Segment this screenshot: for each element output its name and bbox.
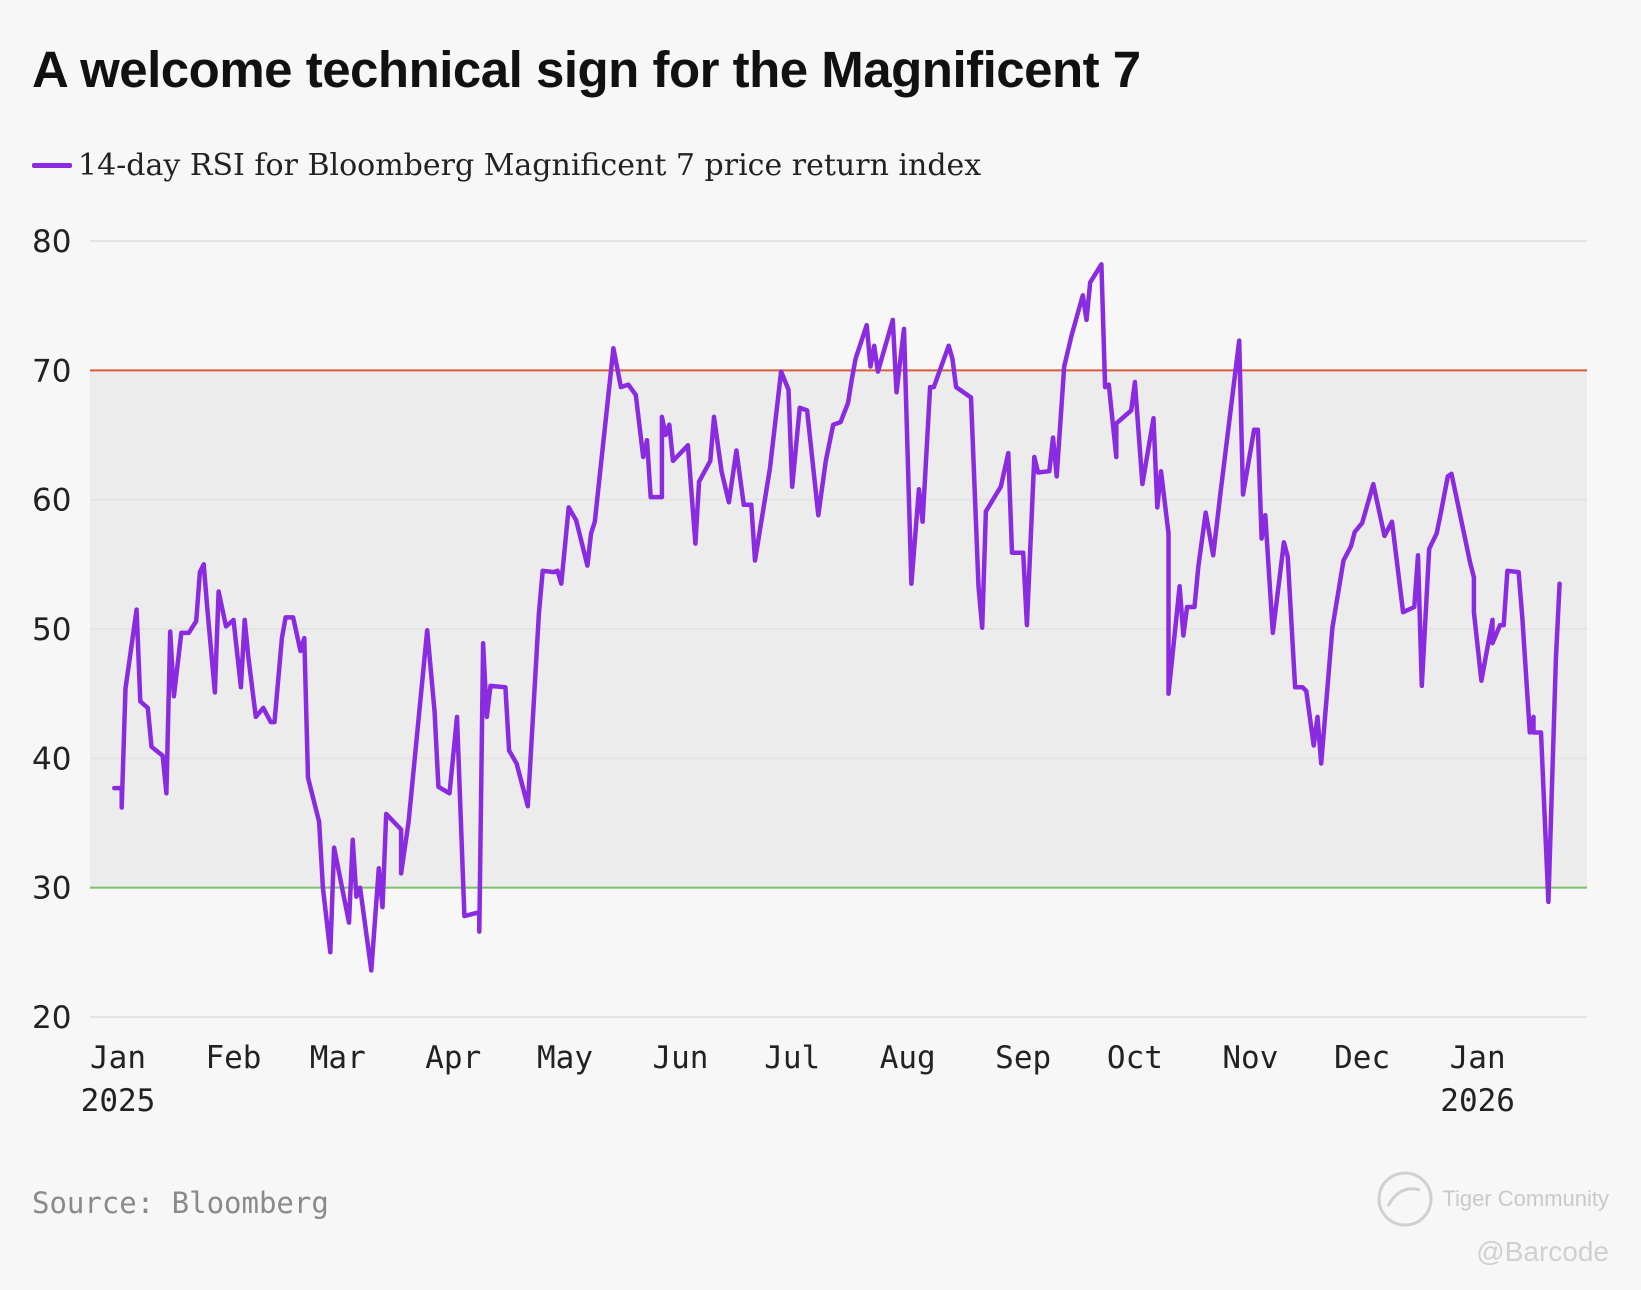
legend-swatch [32, 163, 72, 168]
x-tick-label: Dec [1334, 1040, 1390, 1076]
x-tick-label: Jul [764, 1040, 820, 1076]
y-tick-label: 80 [32, 224, 71, 260]
x-tick-label: Jan [1450, 1040, 1506, 1076]
y-tick-label: 50 [32, 612, 71, 648]
watermark-brand: Tiger Community [1442, 1186, 1609, 1211]
legend: 14-day RSI for Bloomberg Magnificent 7 p… [32, 148, 981, 183]
x-tick-label: Apr [425, 1040, 481, 1076]
rsi-series-line [112, 262, 1562, 973]
y-tick-label: 40 [32, 741, 71, 777]
y-tick-label: 30 [32, 871, 71, 907]
x-tick-label: Jan [90, 1040, 146, 1076]
legend-label: 14-day RSI for Bloomberg Magnificent 7 p… [78, 148, 982, 183]
source-note: Source: Bloomberg [32, 1186, 329, 1220]
y-tick-label: 60 [32, 483, 71, 519]
x-tick-label: Jun [652, 1040, 708, 1076]
watermark-handle: @Barcode [1476, 1236, 1609, 1267]
y-tick-label: 70 [32, 353, 71, 389]
x-tick-year: 2026 [1440, 1083, 1515, 1119]
x-tick-label: Feb [205, 1040, 261, 1076]
x-tick-label: May [537, 1040, 593, 1076]
watermark: Tiger Community [1376, 1170, 1609, 1228]
x-tick-year: 2025 [81, 1083, 156, 1119]
x-tick-label: Aug [880, 1040, 936, 1076]
x-tick-label: Nov [1222, 1040, 1278, 1076]
chart-title: A welcome technical sign for the Magnifi… [32, 41, 1141, 98]
tiger-logo-icon [1377, 1171, 1433, 1227]
x-tick-label: Sep [995, 1040, 1051, 1076]
x-tick-label: Mar [310, 1040, 366, 1076]
y-tick-label: 20 [32, 1000, 71, 1036]
x-tick-label: Oct [1107, 1040, 1163, 1076]
